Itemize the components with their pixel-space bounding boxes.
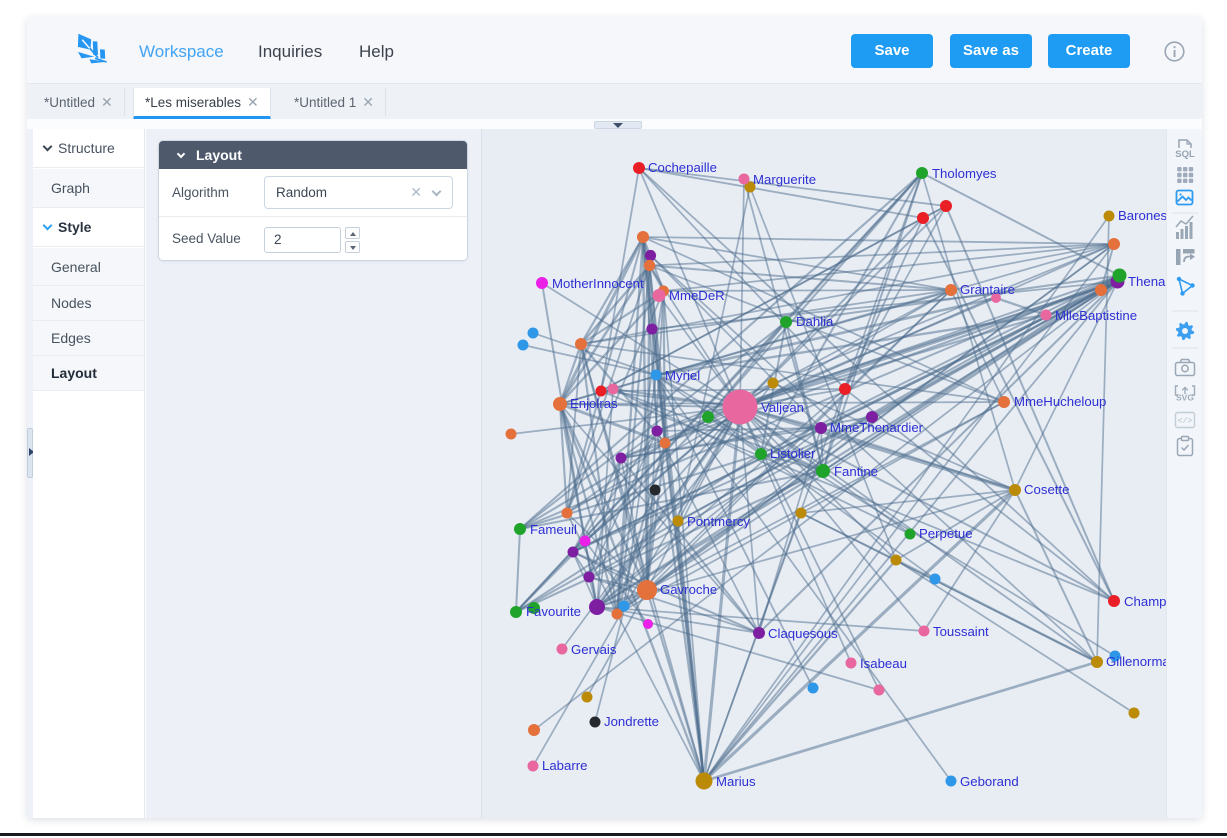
svg-text:Champmathieu: Champmathieu [1124, 594, 1166, 609]
svg-text:Enjolras: Enjolras [570, 396, 618, 411]
svg-text:Listolier: Listolier [770, 446, 816, 461]
svg-text:SVG: SVG [1176, 393, 1194, 403]
svg-text:Toussaint: Toussaint [933, 624, 989, 639]
svg-text:Thenardier: Thenardier [1128, 274, 1166, 289]
svg-text:MmeThenardier: MmeThenardier [830, 420, 924, 435]
svg-text:Marius: Marius [716, 774, 756, 789]
svg-text:Isabeau: Isabeau [860, 656, 907, 671]
svg-text:Pontmercy: Pontmercy [687, 514, 750, 529]
svg-text:Cosette: Cosette [1024, 482, 1069, 497]
svg-text:Gavroche: Gavroche [660, 582, 717, 597]
svg-text:MmeHucheloup: MmeHucheloup [1014, 394, 1106, 409]
svg-text:MmeDeR: MmeDeR [669, 288, 725, 303]
svg-text:Cochepaille: Cochepaille [648, 160, 717, 175]
svg-text:Grantaire: Grantaire [960, 282, 1015, 297]
svg-text:Myriel: Myriel [665, 368, 700, 383]
svg-text:Labarre: Labarre [542, 758, 587, 773]
svg-text:Gervais: Gervais [571, 642, 617, 657]
svg-text:Fameuil: Fameuil [530, 522, 577, 537]
svg-text:Gillenormand: Gillenormand [1106, 654, 1166, 669]
svg-text:Tholomyes: Tholomyes [932, 166, 997, 181]
svg-text:Favourite: Favourite [526, 604, 581, 619]
svg-text:Dahlia: Dahlia [796, 314, 834, 329]
svg-text:Valjean: Valjean [761, 400, 804, 415]
svg-text:BaronessT: BaronessT [1118, 208, 1166, 223]
svg-text:Perpetue: Perpetue [919, 526, 973, 541]
svg-text:SQL: SQL [1175, 149, 1195, 160]
svg-text:Claquesous: Claquesous [768, 626, 838, 641]
svg-text:Fantine: Fantine [834, 464, 878, 479]
svg-text:MlleBaptistine: MlleBaptistine [1055, 308, 1137, 323]
svg-text:Marguerite: Marguerite [753, 172, 816, 187]
svg-text:Jondrette: Jondrette [604, 714, 659, 729]
svg-text:</>: </> [1178, 417, 1193, 426]
svg-text:Geborand: Geborand [960, 774, 1019, 789]
svg-text:MotherInnocent: MotherInnocent [552, 276, 644, 291]
